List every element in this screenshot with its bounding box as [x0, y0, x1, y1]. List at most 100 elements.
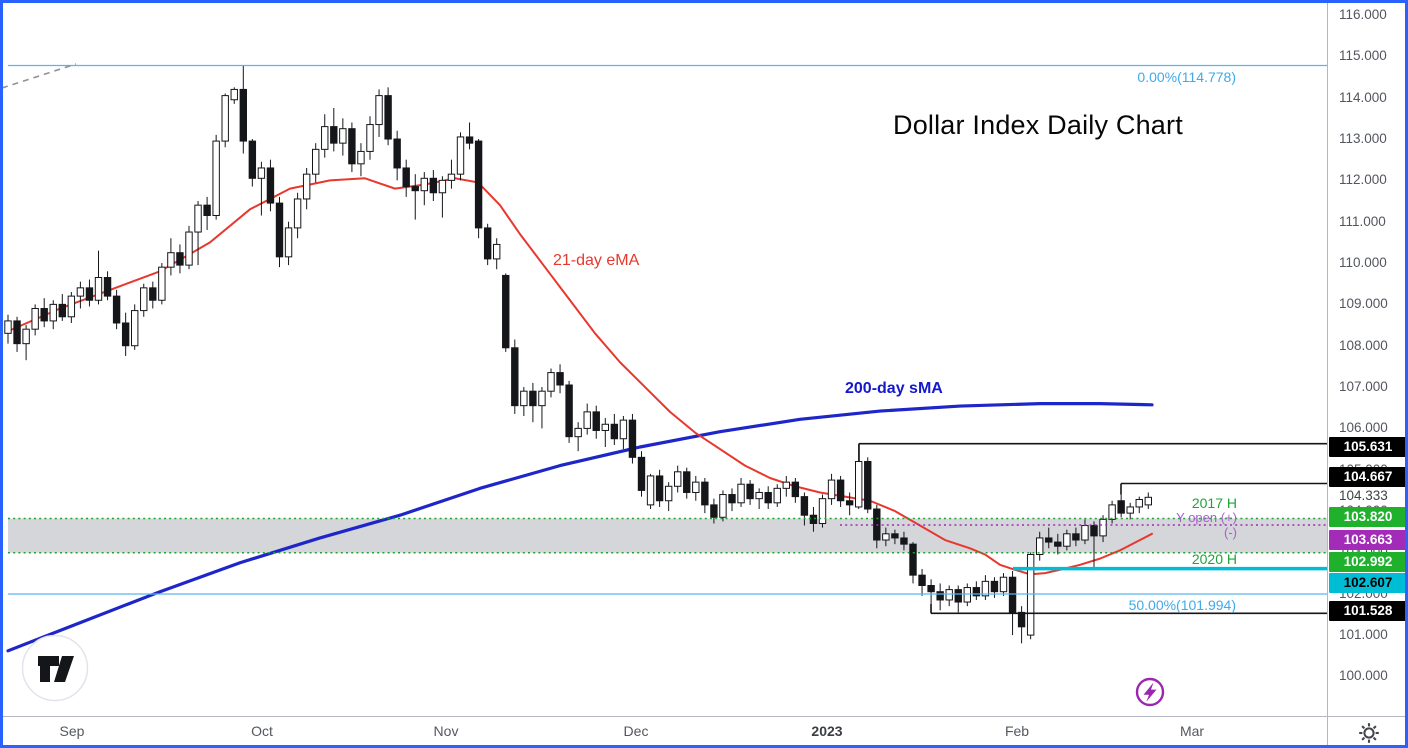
candle-up[interactable]	[999, 576, 1008, 593]
candle-up[interactable]	[664, 485, 673, 502]
candle-up[interactable]	[1036, 537, 1044, 555]
candle-up[interactable]	[49, 303, 57, 322]
candle-down[interactable]	[791, 481, 800, 498]
candle-down[interactable]	[927, 584, 935, 593]
candle-down[interactable]	[266, 167, 275, 204]
candle-up[interactable]	[447, 173, 456, 181]
candle-down[interactable]	[728, 494, 736, 504]
candle-up[interactable]	[185, 231, 193, 266]
candle-down[interactable]	[1017, 611, 1026, 628]
candle-up[interactable]	[601, 423, 609, 431]
candle-up[interactable]	[321, 126, 329, 150]
candle-down[interactable]	[637, 456, 646, 491]
candle-up[interactable]	[619, 419, 628, 440]
candle-down[interactable]	[936, 591, 944, 601]
candle-up[interactable]	[538, 390, 546, 407]
candle-down[interactable]	[891, 533, 899, 539]
candle-down[interactable]	[655, 475, 664, 502]
candle-down[interactable]	[121, 322, 130, 347]
candle-up[interactable]	[456, 136, 465, 175]
candle-down[interactable]	[330, 126, 338, 144]
candle-up[interactable]	[140, 287, 148, 312]
candle-down[interactable]	[954, 589, 962, 603]
candle-up[interactable]	[692, 481, 700, 493]
candle-up[interactable]	[293, 198, 302, 229]
candle-down[interactable]	[483, 227, 492, 260]
candle-down[interactable]	[40, 308, 48, 322]
candle-up[interactable]	[981, 580, 990, 597]
candle-down[interactable]	[1045, 537, 1053, 543]
price-chart-canvas[interactable]	[0, 0, 1327, 716]
sma-200-line[interactable]	[6, 401, 1154, 653]
candle-up[interactable]	[284, 227, 293, 258]
candle-down[interactable]	[746, 483, 754, 500]
candle-up[interactable]	[1026, 553, 1035, 636]
candle-down[interactable]	[176, 252, 184, 266]
candle-down[interactable]	[764, 491, 772, 504]
ema-21-line[interactable]	[7, 177, 1153, 576]
candle-up[interactable]	[339, 128, 347, 144]
candle-down[interactable]	[112, 295, 121, 324]
candle-up[interactable]	[1063, 533, 1071, 547]
candle-up[interactable]	[1108, 504, 1116, 520]
candle-up[interactable]	[131, 310, 139, 347]
chart-area[interactable]: Dollar Index Daily Chart 21-day eMA 200-…	[0, 0, 1327, 716]
candle-down[interactable]	[565, 384, 573, 438]
candle-down[interactable]	[990, 580, 999, 593]
candle-up[interactable]	[719, 494, 727, 518]
candle-down[interactable]	[556, 372, 564, 386]
candle-up[interactable]	[194, 204, 202, 233]
tradingview-logo[interactable]	[21, 634, 89, 702]
candle-up[interactable]	[818, 498, 827, 524]
candle-down[interactable]	[1117, 500, 1125, 514]
candle-up[interactable]	[782, 481, 790, 489]
candle-down[interactable]	[85, 287, 94, 301]
candle-up[interactable]	[375, 95, 383, 126]
candle-up[interactable]	[547, 372, 555, 392]
axis-settings-corner[interactable]	[1327, 716, 1408, 748]
candle-down[interactable]	[474, 140, 483, 229]
candle-up[interactable]	[94, 277, 103, 301]
candle-down[interactable]	[149, 287, 157, 301]
candle-down[interactable]	[1072, 533, 1080, 541]
candle-up[interactable]	[366, 124, 374, 152]
lightning-button[interactable]	[1135, 677, 1165, 707]
candle-up[interactable]	[212, 140, 220, 216]
candle-up[interactable]	[1135, 499, 1143, 508]
candle-down[interactable]	[13, 320, 21, 345]
candle-down[interactable]	[402, 167, 410, 188]
candle-down[interactable]	[502, 274, 510, 349]
candle-down[interactable]	[610, 423, 619, 440]
candle-up[interactable]	[737, 483, 745, 504]
candle-down[interactable]	[864, 460, 872, 510]
candle-up[interactable]	[827, 479, 836, 500]
candle-down[interactable]	[275, 202, 284, 258]
candle-down[interactable]	[683, 471, 691, 493]
candle-up[interactable]	[1099, 518, 1107, 537]
candle-up[interactable]	[76, 287, 85, 297]
candle-down[interactable]	[836, 479, 845, 502]
candle-down[interactable]	[393, 138, 401, 169]
candle-up[interactable]	[312, 148, 320, 175]
candle-up[interactable]	[945, 589, 953, 601]
candle-up[interactable]	[257, 167, 266, 179]
candle-down[interactable]	[909, 543, 917, 576]
candle-up[interactable]	[583, 411, 591, 429]
candle-up[interactable]	[22, 328, 30, 345]
candle-up[interactable]	[646, 475, 655, 506]
candle-down[interactable]	[845, 500, 854, 506]
candle-up[interactable]	[230, 88, 238, 101]
candle-up[interactable]	[1081, 525, 1089, 541]
range-band[interactable]	[8, 518, 1327, 553]
candle-down[interactable]	[465, 136, 474, 144]
candle-up[interactable]	[167, 252, 175, 268]
candle-down[interactable]	[1054, 541, 1062, 547]
candle-down[interactable]	[972, 587, 981, 597]
candle-up[interactable]	[963, 587, 971, 603]
candle-up[interactable]	[882, 533, 890, 541]
candle-down[interactable]	[1008, 576, 1017, 613]
candle-down[interactable]	[203, 204, 211, 216]
candle-down[interactable]	[58, 303, 66, 318]
candle-down[interactable]	[239, 88, 248, 142]
candle-down[interactable]	[628, 419, 637, 458]
